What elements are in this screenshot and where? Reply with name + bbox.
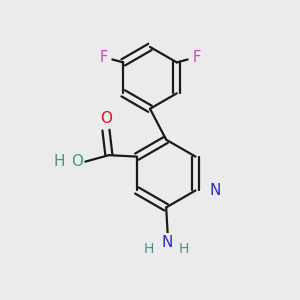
Text: O: O (100, 111, 112, 126)
Text: F: F (192, 50, 201, 65)
Text: N: N (162, 235, 173, 250)
Text: H: H (179, 242, 189, 256)
Text: O: O (71, 154, 83, 169)
Text: H: H (144, 242, 154, 256)
Text: H: H (54, 154, 65, 169)
Text: F: F (99, 50, 108, 65)
Text: N: N (210, 183, 221, 198)
